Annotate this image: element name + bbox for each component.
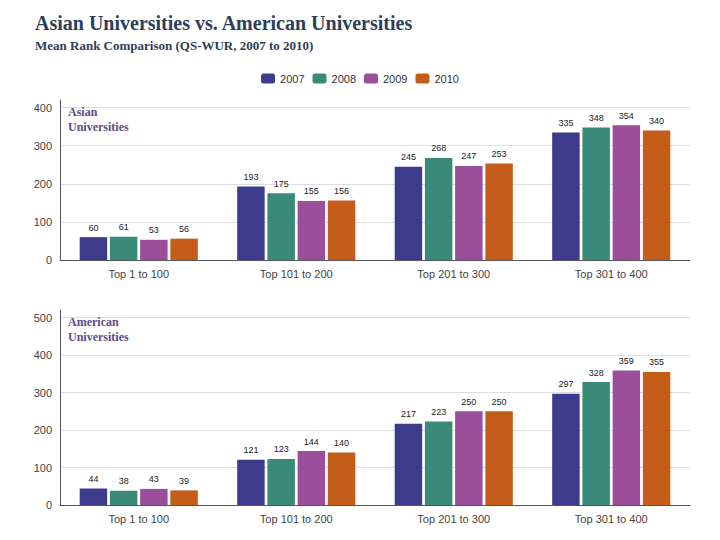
svg-text:340: 340	[649, 116, 664, 126]
svg-text:335: 335	[558, 118, 573, 128]
svg-text:0: 0	[46, 254, 52, 266]
svg-text:400: 400	[34, 102, 52, 114]
svg-text:0: 0	[46, 499, 52, 511]
svg-text:60: 60	[88, 223, 98, 233]
svg-text:297: 297	[558, 379, 573, 389]
svg-text:156: 156	[334, 186, 349, 196]
svg-text:400: 400	[34, 349, 52, 361]
svg-text:Top 201 to 300: Top 201 to 300	[417, 268, 490, 280]
svg-text:328: 328	[589, 368, 604, 378]
svg-text:Universities: Universities	[68, 120, 129, 134]
svg-text:354: 354	[619, 111, 634, 121]
svg-text:245: 245	[401, 152, 416, 162]
svg-text:Asian: Asian	[68, 105, 98, 119]
svg-text:155: 155	[304, 186, 319, 196]
svg-text:250: 250	[461, 397, 476, 407]
svg-text:100: 100	[34, 462, 52, 474]
svg-text:Mean Rank Comparison (QS-WUR,: Mean Rank Comparison (QS-WUR, 2007 to 20…	[35, 38, 313, 53]
svg-text:359: 359	[619, 356, 634, 366]
svg-text:217: 217	[401, 409, 416, 419]
svg-text:140: 140	[334, 438, 349, 448]
svg-text:Top 301 to 400: Top 301 to 400	[575, 268, 648, 280]
svg-text:100: 100	[34, 216, 52, 228]
svg-text:Top 1 to 100: Top 1 to 100	[108, 513, 169, 525]
svg-text:500: 500	[34, 312, 52, 324]
svg-text:223: 223	[431, 407, 446, 417]
svg-text:Asian Universities vs. America: Asian Universities vs. American Universi…	[35, 12, 412, 34]
svg-text:144: 144	[304, 437, 319, 447]
svg-text:61: 61	[119, 222, 129, 232]
svg-text:2009: 2009	[383, 73, 407, 85]
svg-text:247: 247	[461, 151, 476, 161]
svg-text:348: 348	[589, 113, 604, 123]
svg-text:Top 201 to 300: Top 201 to 300	[417, 513, 490, 525]
svg-text:268: 268	[431, 143, 446, 153]
svg-text:200: 200	[34, 424, 52, 436]
svg-text:Top 301 to 400: Top 301 to 400	[575, 513, 648, 525]
svg-text:2010: 2010	[434, 73, 458, 85]
svg-text:39: 39	[179, 476, 189, 486]
svg-text:300: 300	[34, 140, 52, 152]
svg-text:43: 43	[149, 474, 159, 484]
svg-text:44: 44	[88, 474, 98, 484]
svg-text:253: 253	[492, 149, 507, 159]
svg-text:American: American	[68, 315, 119, 329]
svg-text:193: 193	[243, 172, 258, 182]
svg-text:Top 101 to 200: Top 101 to 200	[260, 513, 333, 525]
svg-text:175: 175	[274, 179, 289, 189]
svg-text:355: 355	[649, 357, 664, 367]
svg-text:53: 53	[149, 225, 159, 235]
svg-text:123: 123	[274, 444, 289, 454]
svg-text:2007: 2007	[280, 73, 304, 85]
svg-text:56: 56	[179, 224, 189, 234]
svg-text:2008: 2008	[332, 73, 356, 85]
svg-text:Top 101 to 200: Top 101 to 200	[260, 268, 333, 280]
svg-text:250: 250	[492, 397, 507, 407]
svg-text:Universities: Universities	[68, 330, 129, 344]
svg-text:200: 200	[34, 178, 52, 190]
svg-text:121: 121	[243, 445, 258, 455]
svg-text:Top 1 to 100: Top 1 to 100	[108, 268, 169, 280]
svg-text:300: 300	[34, 387, 52, 399]
svg-text:38: 38	[119, 476, 129, 486]
